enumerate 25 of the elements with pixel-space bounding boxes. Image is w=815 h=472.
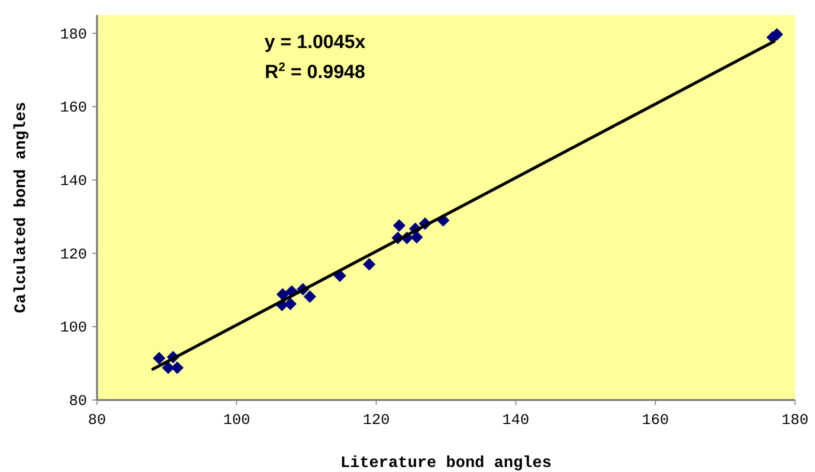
x-tick-label: 160 bbox=[642, 412, 669, 429]
point bbox=[170, 361, 184, 374]
x-tick-label: 120 bbox=[362, 412, 390, 429]
annotation: R$^{2}$ = 0.9948 bbox=[264, 60, 366, 83]
x-tick-label: 100 bbox=[223, 412, 250, 429]
y-axis-title: Calculated bond angles bbox=[12, 102, 30, 314]
point bbox=[152, 352, 166, 364]
point bbox=[162, 361, 174, 374]
y-tick-label: 100 bbox=[60, 320, 87, 337]
y-tick-label: 120 bbox=[60, 246, 87, 264]
y-tick-label: 80 bbox=[68, 393, 87, 410]
annotation: y = 1.0045x bbox=[264, 32, 366, 53]
point bbox=[410, 230, 423, 244]
point bbox=[392, 219, 406, 232]
x-tick-label: 80 bbox=[88, 412, 106, 429]
y-tick-label: 160 bbox=[60, 100, 87, 117]
point bbox=[284, 298, 297, 310]
point bbox=[304, 290, 316, 303]
point bbox=[362, 258, 376, 271]
x-axis-title: Literature bond angles bbox=[340, 454, 552, 472]
x-tick-label: 180 bbox=[781, 412, 809, 429]
y-tick-label: 180 bbox=[60, 26, 87, 44]
y-tick-label: 140 bbox=[60, 173, 87, 190]
x-tick-label: 140 bbox=[502, 412, 530, 429]
point bbox=[276, 288, 289, 301]
